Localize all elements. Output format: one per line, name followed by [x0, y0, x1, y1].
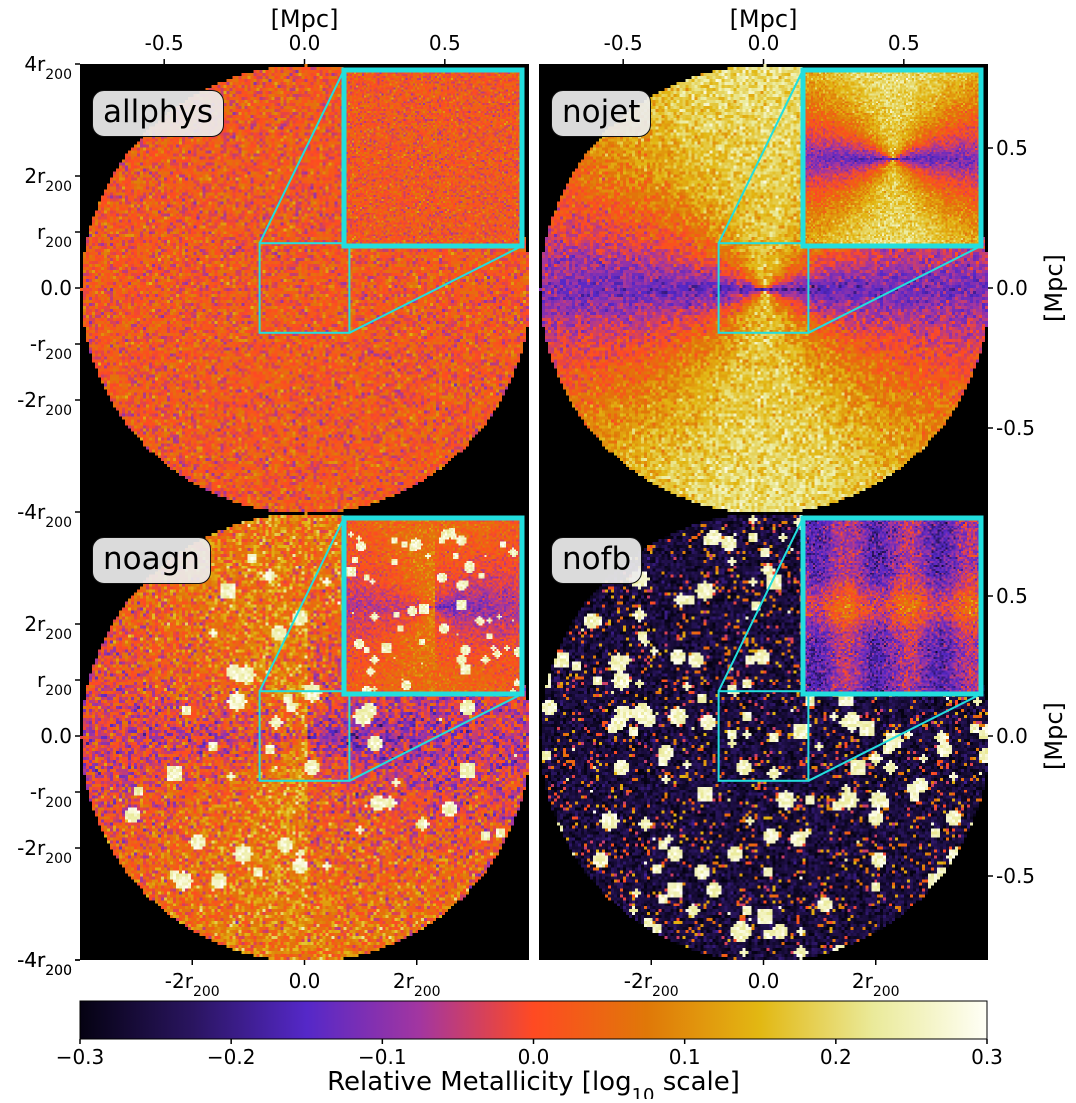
inset-border: [800, 515, 984, 697]
zoom-connector: [258, 517, 345, 692]
colorbar-tick-label: 0.2: [820, 1045, 852, 1069]
r200-tick-label: -4r200: [17, 948, 72, 979]
zoom-box: [258, 242, 351, 334]
inset-map-allphys: [344, 70, 522, 246]
r200-tick-label: -2r200: [17, 388, 72, 419]
r200-tick-label: r200: [37, 668, 72, 699]
panel-nojet: [539, 64, 988, 512]
zoom-connector: [807, 245, 982, 334]
r200-tick-label: r200: [37, 220, 72, 251]
r200-tick-label: 4r200: [24, 52, 72, 83]
mpc-tick-label: 0.0: [748, 31, 780, 55]
right-axis-label: [Mpc]: [1040, 254, 1068, 322]
colorbar-tick-label: −0.1: [358, 1045, 407, 1069]
zoom-box: [717, 690, 810, 782]
colorbar-tick-label: −0.2: [207, 1045, 256, 1069]
r200-tick-label: 2r200: [393, 969, 441, 1000]
zoom-connector: [348, 245, 523, 334]
mpc-tick-label: -0.5: [996, 864, 1035, 888]
top-axis-label: [Mpc]: [730, 5, 798, 33]
mpc-tick-label: 0.0: [289, 31, 321, 55]
r200-tick-label: -r200: [30, 332, 72, 363]
mpc-tick-label: 0.5: [996, 136, 1028, 160]
panel-label-allphys: allphys: [92, 90, 225, 137]
r200-tick-label: -2r200: [165, 969, 220, 1000]
r200-tick-label: 2r200: [852, 969, 900, 1000]
mpc-tick-label: 0.5: [996, 584, 1028, 608]
zoom-connector: [258, 69, 345, 244]
zoom-connector: [717, 69, 804, 244]
mpc-tick-label: -0.5: [145, 31, 184, 55]
mpc-tick-label: -0.5: [604, 31, 643, 55]
r200-tick-label: -4r200: [17, 500, 72, 531]
colorbar-tick-label: 0.0: [518, 1045, 550, 1069]
panel-label-nojet: nojet: [551, 90, 652, 137]
right-axis-label: [Mpc]: [1040, 702, 1068, 770]
r200-tick-label: 2r200: [24, 612, 72, 643]
mpc-tick-label: 0.5: [429, 31, 461, 55]
r200-tick-label: 0.0: [289, 969, 321, 993]
r200-tick-label: 0.0: [40, 276, 72, 300]
r200-tick-label: 2r200: [24, 164, 72, 195]
inset-border: [341, 67, 525, 249]
colorbar-label: Relative Metallicity [log10 scale]: [327, 1067, 740, 1099]
colorbar-tick-label: −0.3: [56, 1045, 105, 1069]
zoom-connector: [348, 693, 523, 782]
zoom-box: [717, 242, 810, 334]
colorbar-tick-label: 0.3: [971, 1045, 1003, 1069]
r200-tick-label: -2r200: [624, 969, 679, 1000]
zoom-connector: [807, 693, 982, 782]
zoom-connector: [717, 517, 804, 692]
r200-tick-label: -4r200: [17, 948, 72, 979]
mpc-tick-label: 0.0: [996, 276, 1028, 300]
r200-tick-label: 0.0: [40, 724, 72, 748]
zoom-box: [258, 690, 351, 782]
r200-tick-label: 0.0: [748, 969, 780, 993]
mpc-tick-label: -0.5: [996, 416, 1035, 440]
inset-border: [341, 515, 525, 697]
inset-map-nojet: [803, 70, 981, 246]
inset-border: [800, 67, 984, 249]
colorbar: [79, 1000, 988, 1040]
inset-map-noagn: [344, 518, 522, 694]
panel-label-nofb: nofb: [551, 537, 643, 584]
top-axis-label: [Mpc]: [271, 5, 339, 33]
mpc-tick-label: 0.0: [996, 724, 1028, 748]
panel-allphys: [80, 64, 529, 512]
panel-nofb: [539, 512, 988, 960]
colorbar-tick-label: 0.1: [669, 1045, 701, 1069]
panel-noagn: [80, 512, 529, 960]
r200-tick-label: -r200: [30, 780, 72, 811]
inset-map-nofb: [803, 518, 981, 694]
mpc-tick-label: 0.5: [888, 31, 920, 55]
panel-label-noagn: noagn: [92, 537, 211, 584]
r200-tick-label: -2r200: [17, 836, 72, 867]
